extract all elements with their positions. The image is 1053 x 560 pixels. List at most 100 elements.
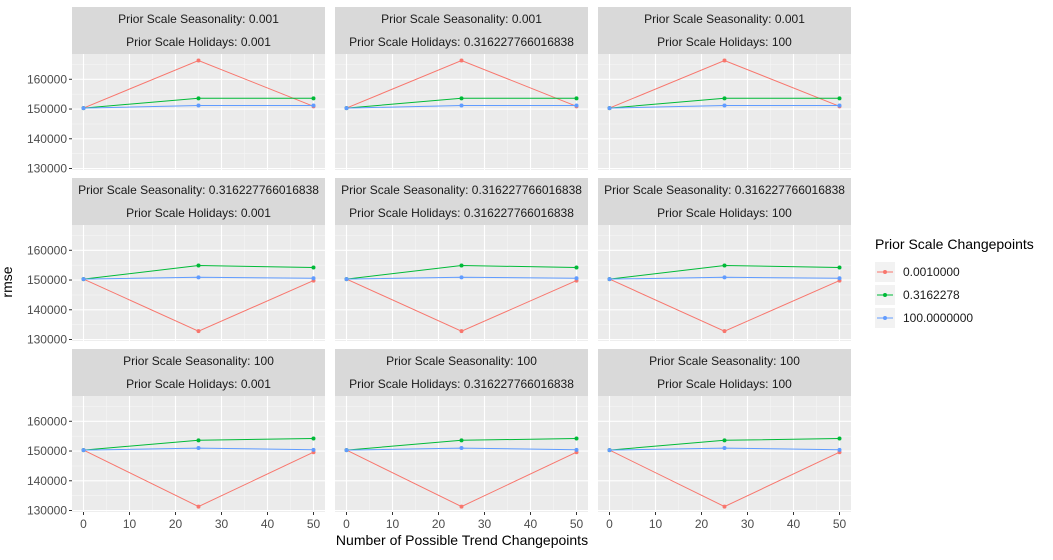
facet-strip bbox=[72, 7, 325, 54]
x-tick-label: 30 bbox=[741, 517, 755, 531]
data-point bbox=[837, 447, 842, 452]
strip-label-holidays: Prior Scale Holidays: 0.001 bbox=[126, 206, 271, 220]
facet-strip bbox=[598, 178, 851, 225]
data-point bbox=[81, 106, 86, 111]
data-point bbox=[311, 96, 316, 101]
y-tick-label: 150000 bbox=[27, 444, 67, 458]
facet-panel: Prior Scale Seasonality: 100 Prior Scale … bbox=[335, 349, 588, 531]
data-point bbox=[196, 329, 201, 334]
x-tick-label: 30 bbox=[215, 517, 229, 531]
data-point bbox=[196, 438, 201, 443]
data-point bbox=[574, 265, 579, 270]
y-tick-label: 150000 bbox=[27, 102, 67, 116]
x-tick-label: 30 bbox=[478, 517, 492, 531]
x-tick-label: 40 bbox=[524, 517, 538, 531]
data-point bbox=[81, 448, 86, 453]
facet-panel: Prior Scale Seasonality: 0.001 Prior Scal… bbox=[598, 7, 851, 170]
strip-label-seasonality: Prior Scale Seasonality: 0.001 bbox=[381, 12, 542, 26]
strip-label-seasonality: Prior Scale Seasonality: 0.3162277660168… bbox=[604, 183, 845, 197]
data-point bbox=[722, 329, 727, 334]
strip-label-holidays: Prior Scale Holidays: 100 bbox=[657, 206, 792, 220]
data-point bbox=[722, 504, 727, 509]
facet-panel: Prior Scale Seasonality: 0.3162277660168… bbox=[335, 178, 588, 341]
data-point bbox=[837, 436, 842, 441]
strip-label-seasonality: Prior Scale Seasonality: 0.001 bbox=[118, 12, 279, 26]
data-point bbox=[837, 265, 842, 270]
y-tick-label: 130000 bbox=[27, 333, 67, 347]
strip-label-holidays: Prior Scale Holidays: 0.316227766016838 bbox=[349, 377, 574, 391]
data-point bbox=[722, 275, 727, 280]
x-tick-label: 50 bbox=[833, 517, 847, 531]
legend-title: Prior Scale Changepoints bbox=[875, 236, 1034, 252]
strip-label-seasonality: Prior Scale Seasonality: 0.001 bbox=[644, 12, 805, 26]
x-tick-label: 20 bbox=[432, 517, 446, 531]
data-point bbox=[459, 103, 464, 108]
facet-strip bbox=[598, 349, 851, 396]
data-point bbox=[574, 96, 579, 101]
x-tick-label: 10 bbox=[386, 517, 400, 531]
data-point bbox=[459, 446, 464, 451]
legend-entry-label: 0.3162278 bbox=[903, 288, 960, 302]
facet-panel: Prior Scale Seasonality: 100 Prior Scale … bbox=[598, 349, 851, 531]
data-point bbox=[722, 96, 727, 101]
y-tick-label: 160000 bbox=[27, 72, 67, 86]
data-point bbox=[81, 277, 86, 282]
data-point bbox=[722, 58, 727, 63]
data-point bbox=[311, 103, 316, 108]
data-point bbox=[196, 263, 201, 268]
y-axis-title: rmse bbox=[0, 266, 15, 297]
data-point bbox=[607, 448, 612, 453]
data-point bbox=[722, 263, 727, 268]
data-point bbox=[574, 276, 579, 281]
data-point bbox=[837, 103, 842, 108]
facet-strip bbox=[335, 178, 588, 225]
facet-strip bbox=[335, 349, 588, 396]
data-point bbox=[574, 447, 579, 452]
data-point bbox=[344, 448, 349, 453]
facet-strip bbox=[72, 178, 325, 225]
data-point bbox=[311, 276, 316, 281]
facet-panel: Prior Scale Seasonality: 100 Prior Scale … bbox=[27, 349, 325, 531]
x-tick-label: 0 bbox=[606, 517, 613, 531]
data-point bbox=[311, 265, 316, 270]
data-point bbox=[607, 277, 612, 282]
facet-strip bbox=[72, 349, 325, 396]
strip-label-holidays: Prior Scale Holidays: 0.316227766016838 bbox=[349, 206, 574, 220]
y-tick-label: 160000 bbox=[27, 243, 67, 257]
facet-panel: Prior Scale Seasonality: 0.3162277660168… bbox=[27, 178, 325, 347]
strip-label-seasonality: Prior Scale Seasonality: 0.3162277660168… bbox=[341, 183, 582, 197]
strip-label-seasonality: Prior Scale Seasonality: 100 bbox=[123, 354, 274, 368]
data-point bbox=[196, 103, 201, 108]
data-point bbox=[196, 446, 201, 451]
data-point bbox=[722, 446, 727, 451]
y-tick-label: 150000 bbox=[27, 273, 67, 287]
legend-key-point bbox=[883, 270, 887, 274]
data-point bbox=[837, 96, 842, 101]
facet-strip bbox=[598, 7, 851, 54]
facet-panel: Prior Scale Seasonality: 0.001 Prior Scal… bbox=[335, 7, 588, 170]
x-tick-label: 20 bbox=[169, 517, 183, 531]
data-point bbox=[459, 96, 464, 101]
strip-label-holidays: Prior Scale Holidays: 100 bbox=[657, 35, 792, 49]
x-tick-label: 0 bbox=[80, 517, 87, 531]
data-point bbox=[459, 438, 464, 443]
y-tick-label: 130000 bbox=[27, 504, 67, 518]
data-point bbox=[574, 436, 579, 441]
strip-label-holidays: Prior Scale Holidays: 0.001 bbox=[126, 35, 271, 49]
x-tick-label: 40 bbox=[787, 517, 801, 531]
x-tick-label: 50 bbox=[307, 517, 321, 531]
strip-label-holidays: Prior Scale Holidays: 0.316227766016838 bbox=[349, 35, 574, 49]
y-tick-label: 140000 bbox=[27, 474, 67, 488]
data-point bbox=[459, 329, 464, 334]
x-axis-title: Number of Possible Trend Changepoints bbox=[336, 532, 588, 548]
strip-label-holidays: Prior Scale Holidays: 100 bbox=[657, 377, 792, 391]
legend-key-point bbox=[883, 316, 887, 320]
y-tick-label: 160000 bbox=[27, 414, 67, 428]
facet-panel: Prior Scale Seasonality: 0.001 Prior Scal… bbox=[27, 7, 325, 176]
data-point bbox=[574, 103, 579, 108]
facet-strip bbox=[335, 7, 588, 54]
facet-panel: Prior Scale Seasonality: 0.3162277660168… bbox=[598, 178, 851, 341]
data-point bbox=[196, 96, 201, 101]
data-point bbox=[344, 277, 349, 282]
data-point bbox=[196, 275, 201, 280]
